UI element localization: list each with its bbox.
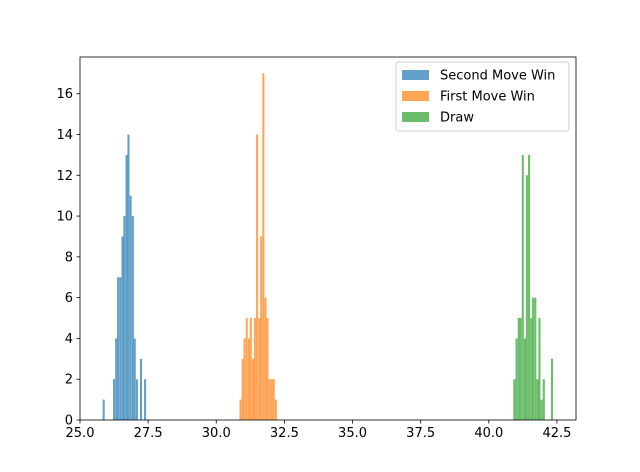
histogram-bar [550, 358, 553, 420]
x-tick-label: 37.5 [406, 426, 435, 441]
x-tick-label: 42.5 [542, 426, 571, 441]
histogram-bar [262, 73, 265, 420]
legend-swatch [402, 70, 429, 80]
legend: Second Move Win First Move Win Draw [395, 61, 570, 132]
histogram-bar [274, 399, 277, 420]
histogram-bar [521, 154, 524, 420]
histogram-bar [239, 399, 242, 420]
histogram-bar [542, 379, 545, 420]
histogram-bar [272, 379, 275, 420]
histogram-bar [536, 379, 539, 420]
legend-label: Draw [440, 111, 474, 126]
histogram-bar [517, 318, 520, 420]
legend-label: First Move Win [440, 90, 535, 105]
histogram-bar [119, 277, 122, 420]
histogram-bar [144, 379, 147, 420]
y-tick-label: 16 [56, 87, 73, 102]
x-tick-label: 35.0 [338, 426, 367, 441]
x-tick-label: 40.0 [474, 426, 503, 441]
histogram-bar [133, 338, 136, 420]
histogram-bar [530, 318, 533, 420]
histogram-bar [538, 318, 541, 420]
histogram-bar [264, 297, 267, 420]
y-tick-label: 0 [65, 414, 73, 429]
histogram-bar [534, 297, 537, 420]
histogram-bar [256, 134, 259, 421]
x-tick-label: 32.5 [270, 426, 299, 441]
series-0 [102, 134, 147, 421]
histogram-bar [247, 338, 250, 420]
x-tick-label: 25.0 [66, 426, 95, 441]
series-2 [513, 154, 553, 420]
histogram-bar [270, 379, 273, 420]
x-axis: 25.0 27.5 30.0 32.5 35.0 37.5 40.0 42.5 [66, 420, 571, 441]
histogram-bar [513, 379, 516, 420]
histogram-bar [243, 338, 246, 420]
y-tick-label: 10 [56, 210, 73, 225]
histogram-bar [117, 277, 120, 420]
histogram-bar [115, 338, 118, 420]
histogram-bar [139, 358, 143, 420]
y-tick-label: 8 [65, 250, 73, 265]
histogram-bar [268, 379, 271, 420]
histogram-bar [129, 195, 132, 420]
histogram-bar [112, 379, 116, 420]
histogram-bar [135, 379, 138, 420]
y-tick-label: 14 [56, 128, 73, 143]
histogram-bar [245, 318, 248, 420]
y-tick-label: 4 [65, 332, 73, 347]
histogram-bar [253, 318, 256, 420]
histogram-bar [127, 134, 130, 421]
x-tick-label: 30.0 [202, 426, 231, 441]
histogram-bar [540, 399, 543, 420]
histogram-bar [131, 216, 134, 420]
histogram-bar [525, 175, 528, 420]
histogram-bar [102, 399, 105, 420]
x-tick-label: 27.5 [134, 426, 163, 441]
histogram-bar [260, 236, 263, 420]
y-axis: 0 2 4 6 8 10 12 14 16 [56, 87, 80, 429]
bars-layer [102, 73, 553, 421]
histogram-bar [125, 154, 128, 420]
histogram-bar [249, 318, 252, 420]
axes-frame [79, 56, 577, 421]
histogram-bar [515, 338, 518, 420]
histogram-bar [251, 358, 255, 420]
legend-swatch [402, 91, 429, 101]
histogram-bar [532, 297, 535, 420]
legend-frame [395, 61, 570, 132]
histogram-bar [523, 338, 527, 420]
histogram-bar [528, 154, 531, 420]
y-tick-label: 12 [56, 169, 73, 184]
histogram-bar [266, 318, 269, 420]
histogram-bar [241, 358, 244, 420]
histogram-bar [519, 318, 522, 420]
y-tick-label: 6 [65, 291, 73, 306]
histogram-bar [121, 236, 124, 420]
histogram-bar [258, 318, 261, 420]
y-tick-label: 2 [65, 373, 73, 388]
legend-swatch [402, 112, 429, 122]
series-1 [239, 73, 277, 421]
histogram-bar [123, 216, 126, 420]
legend-label: Second Move Win [440, 69, 555, 84]
